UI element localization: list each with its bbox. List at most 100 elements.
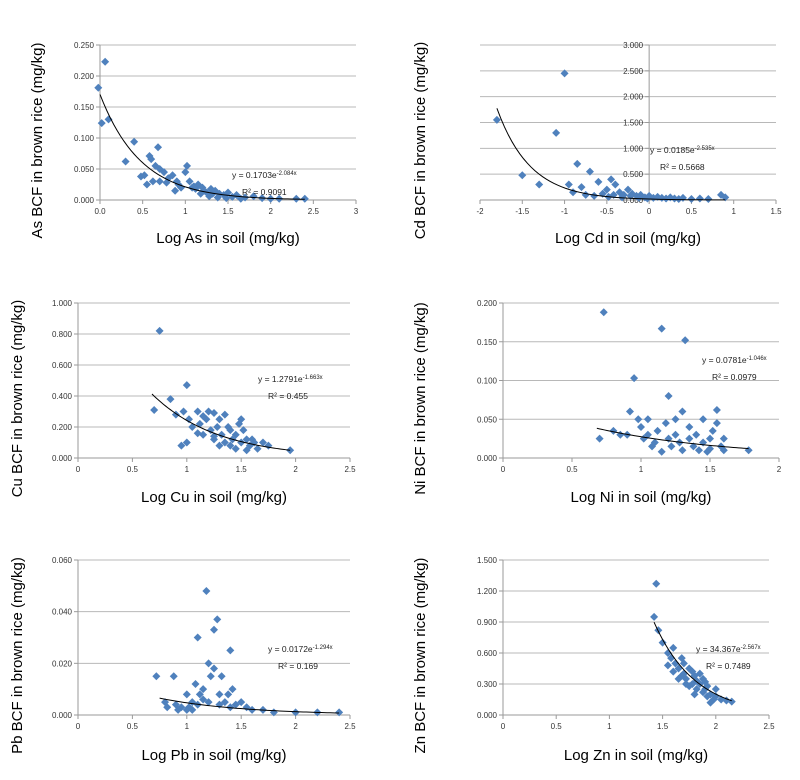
data-point: [199, 412, 208, 421]
data-point: [625, 407, 634, 416]
data-point: [657, 324, 666, 333]
data-point: [692, 430, 701, 439]
y-tick-label: 0.250: [74, 41, 95, 50]
chart-panel-2: -2 -1.5 -1 -0.5 0 0.5 1 1.5 0.000 0.500 1.000 1.500…: [412, 41, 782, 247]
x-tick-label: 3: [354, 207, 359, 216]
x-tick-label: 0.5: [127, 722, 139, 731]
data-point: [142, 180, 151, 189]
trend-equation-base: y = 34.367e: [696, 644, 741, 654]
data-point: [231, 700, 240, 709]
trend-equation-base: y = 0.1703e: [232, 170, 277, 180]
data-point: [577, 183, 586, 192]
x-axis-title: Log As in soil (mg/kg): [156, 230, 299, 247]
data-point: [237, 438, 246, 447]
data-point: [711, 692, 720, 701]
data-point: [657, 447, 666, 456]
data-point: [711, 685, 720, 694]
data-point: [535, 180, 544, 189]
data-point: [182, 438, 191, 447]
trendline: [653, 622, 732, 702]
data-point: [685, 434, 694, 443]
data-point: [213, 193, 222, 202]
y-tick-label: 0.050: [74, 165, 95, 174]
data-point: [695, 669, 704, 678]
trend-equation-exponent: -1.046x: [747, 356, 767, 362]
y-tick-label: 0.000: [52, 454, 73, 463]
data-point: [130, 137, 139, 146]
data-point: [258, 438, 267, 447]
data-point: [585, 167, 594, 176]
y-tick-label: 0.150: [477, 338, 498, 347]
data-point: [594, 177, 603, 186]
data-point: [97, 119, 106, 128]
y-tick-label: 2.500: [623, 67, 644, 76]
x-tick-label: 0: [76, 465, 81, 474]
x-tick-label: 0.0: [94, 207, 106, 216]
trend-equation-exponent: -2.084x: [277, 171, 297, 177]
y-tick-label: 0.200: [74, 72, 95, 81]
data-point: [637, 423, 645, 431]
data-point: [220, 410, 229, 419]
data-point: [226, 646, 235, 655]
y-tick-label: 0.020: [52, 659, 73, 668]
x-tick-label: 1: [185, 465, 190, 474]
y-tick-label: 0.100: [74, 134, 95, 143]
y-tick-label: 2.000: [623, 93, 644, 102]
data-point: [685, 423, 694, 431]
y-tick-label: 3.000: [623, 41, 644, 50]
data-point: [204, 659, 213, 668]
trendline: [151, 393, 291, 451]
data-point: [199, 695, 208, 704]
data-point: [182, 690, 191, 699]
data-point: [169, 672, 178, 681]
data-point: [590, 191, 599, 200]
data-point: [226, 441, 235, 450]
trend-equation: y = 0.1703e-2.084x: [232, 170, 297, 180]
data-point: [182, 705, 191, 714]
data-point: [708, 426, 717, 435]
y-tick-label: 0.600: [477, 649, 498, 658]
data-point: [630, 374, 639, 383]
data-point: [215, 690, 224, 699]
data-point: [687, 194, 696, 203]
data-point: [595, 434, 604, 443]
x-tick-label: 1.5: [236, 722, 248, 731]
data-point: [163, 703, 172, 712]
data-point: [181, 168, 190, 177]
y-tick-label: 0.050: [477, 415, 498, 424]
chart-panel-5: 0 0.5 1 1.5 2 2.5 0.000 0.020 0.040 0.060 y = 0.01…: [9, 556, 356, 764]
r-squared: R² = 0.455: [268, 391, 308, 401]
data-point: [184, 415, 193, 424]
data-point: [564, 180, 573, 189]
data-point: [706, 698, 715, 707]
y-tick-label: 0.200: [477, 299, 498, 308]
x-tick-label: -1: [561, 207, 569, 216]
y-tick-label: 0.000: [477, 711, 498, 720]
data-point: [712, 405, 721, 414]
data-point: [215, 415, 224, 424]
data-point: [661, 419, 670, 428]
data-point: [249, 192, 258, 201]
data-point: [199, 685, 208, 694]
x-tick-label: 1: [185, 722, 190, 731]
data-point: [217, 672, 226, 681]
data-point: [210, 664, 218, 673]
trendline: [596, 427, 749, 450]
data-point: [166, 395, 175, 404]
y-axis-title: Cd BCF in brown rice (mg/kg): [412, 42, 429, 240]
data-point: [599, 308, 608, 317]
data-point: [174, 705, 183, 714]
data-point: [222, 194, 231, 203]
x-tick-label: 1: [607, 722, 612, 731]
x-tick-label: 2: [293, 722, 298, 731]
y-axis-title: As BCF in brown rice (mg/kg): [29, 43, 46, 239]
x-axis-title: Log Cd in soil (mg/kg): [555, 230, 701, 247]
y-tick-label: 0.060: [52, 556, 73, 565]
data-point: [188, 705, 197, 714]
data-point: [699, 415, 708, 424]
data-point: [101, 57, 110, 66]
y-axis-title: Zn BCF in brown rice (mg/kg): [412, 558, 429, 754]
chart-panel-1: 0.0 0.5 1 1.5 2 2.5 3 0.000 0.050 0.100 0.150 0.200…: [29, 41, 359, 247]
data-point: [634, 193, 643, 202]
chart-panel-6: 0 0.5 1 1.5 2 2.5 0.000 0.300 0.600 0.900 1.200 1.5…: [412, 556, 775, 764]
